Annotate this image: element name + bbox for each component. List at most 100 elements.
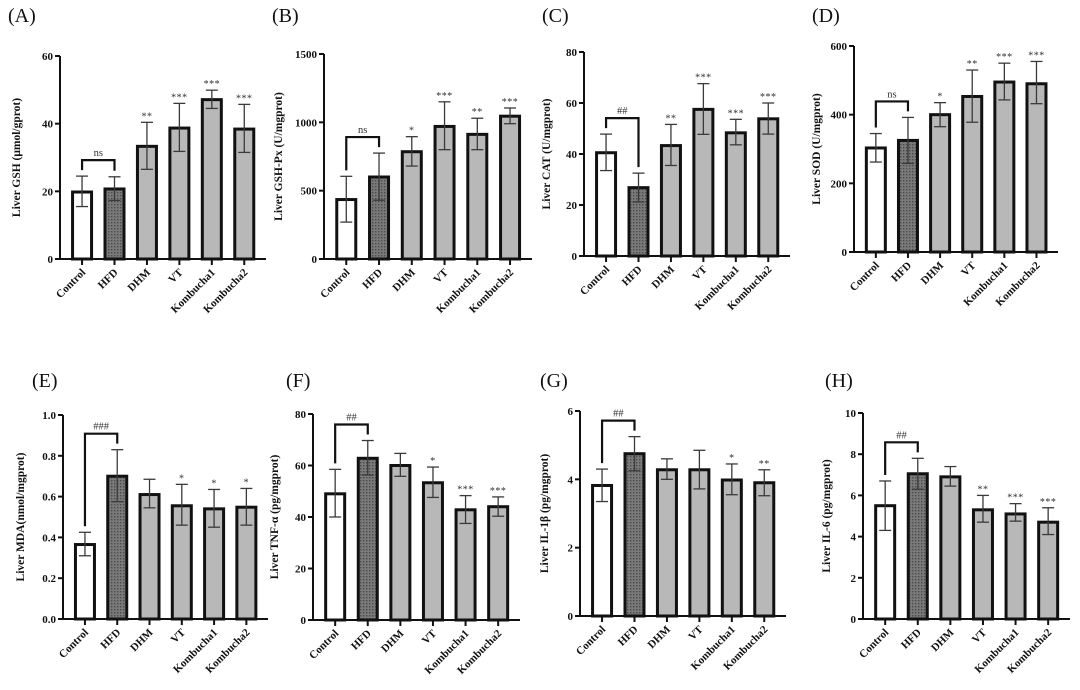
bar-dhm xyxy=(389,464,412,622)
y-axis-label: Liver CAT (U/mgprot) xyxy=(541,98,553,209)
x-tick-label: Control xyxy=(578,264,612,298)
comparison-bracket xyxy=(80,159,116,171)
significance-marker: *** xyxy=(502,97,519,108)
chart-panel-g: (G) Liver IL-1β (pg/mgprot) 0 2 4 6 Control HFD… xyxy=(539,370,786,673)
x-tick-label: Control xyxy=(307,628,341,662)
bar-dhm xyxy=(400,150,423,261)
y-tick-label: 1000 xyxy=(295,117,318,129)
y-axis-label: Liver TNF-α (pg/mgprot) xyxy=(269,455,281,580)
y-tick-label: 20 xyxy=(42,186,54,198)
panel-label: (F) xyxy=(286,370,310,392)
bracket-label: ns xyxy=(358,125,367,136)
chart-panel-f: (F) Liver TNF-α (pg/mgprot) 0 20 40 60 80 Contr… xyxy=(269,370,520,677)
significance-marker: * xyxy=(729,453,735,464)
bar-control xyxy=(864,146,887,254)
y-tick-label: 0.6 xyxy=(42,492,56,504)
y-tick-label: 60 xyxy=(42,51,54,63)
bar-kombucha1 xyxy=(993,80,1016,254)
x-tick-label: HFD xyxy=(98,627,123,652)
y-tick-label: 10 xyxy=(845,408,857,420)
panel-label: (G) xyxy=(540,370,568,392)
x-tick-label: Control xyxy=(57,627,91,661)
y-tick-label: 40 xyxy=(566,149,578,161)
y-tick-label: 400 xyxy=(831,110,848,122)
x-tick-label: VT xyxy=(959,259,979,279)
y-tick-label: 4 xyxy=(851,532,857,544)
x-tick-label: VT xyxy=(970,626,990,646)
y-tick-label: 0.4 xyxy=(42,532,56,544)
x-tick-label: HFD xyxy=(360,267,385,292)
bracket-label: ## xyxy=(617,106,628,117)
significance-marker: * xyxy=(409,126,415,137)
y-tick-label: 600 xyxy=(831,41,848,53)
significance-marker: *** xyxy=(996,52,1013,63)
y-tick-label: 4 xyxy=(568,474,574,486)
chart-panel-h: (H) Liver IL-6 (pg/mgprot) 0 2 4 6 8 10 Control H… xyxy=(821,370,1070,676)
x-tick-label: DHM xyxy=(126,266,154,294)
panel-label: (A) xyxy=(8,5,36,27)
x-tick-label: VT xyxy=(690,263,710,283)
x-tick-label: Control xyxy=(574,624,608,658)
x-tick-label: DHM xyxy=(646,623,674,651)
significance-marker: * xyxy=(244,477,250,488)
bar-dhm xyxy=(939,475,962,621)
y-tick-label: 2 xyxy=(568,543,574,555)
significance-marker: * xyxy=(179,473,185,484)
significance-marker: *** xyxy=(760,92,777,103)
panel-label: (E) xyxy=(32,370,58,392)
y-tick-label: 0 xyxy=(842,247,848,259)
significance-marker: *** xyxy=(490,486,507,497)
x-tick-label: VT xyxy=(169,626,189,646)
y-tick-label: 40 xyxy=(42,119,54,131)
y-axis-label: Liver GSH (μmol/gprot) xyxy=(11,98,23,217)
significance-marker: *** xyxy=(1028,50,1045,61)
significance-marker: *** xyxy=(728,108,745,119)
y-tick-label: 40 xyxy=(295,512,307,524)
x-tick-label: Control xyxy=(857,627,891,661)
bracket-label: ### xyxy=(93,422,110,433)
significance-marker: * xyxy=(937,92,943,103)
y-tick-label: 1.0 xyxy=(42,410,56,422)
y-tick-label: 20 xyxy=(566,200,578,212)
y-axis-label: Liver GSH-Px (U/mgprot) xyxy=(273,92,285,221)
bracket-label: ## xyxy=(613,409,624,420)
x-tick-label: DHM xyxy=(929,626,957,654)
comparison-bracket xyxy=(83,432,119,527)
x-tick-label: DHM xyxy=(390,266,418,294)
bar-kombucha1 xyxy=(454,508,477,622)
y-tick-label: 0 xyxy=(568,611,574,623)
significance-marker: *** xyxy=(457,485,474,496)
x-tick-label: DHM xyxy=(919,259,947,287)
bracket-label: ns xyxy=(887,89,896,100)
y-tick-label: 500 xyxy=(301,186,318,198)
bar-dhm xyxy=(138,493,161,621)
significance-marker: *** xyxy=(204,79,221,90)
panel-label: (B) xyxy=(272,5,299,27)
significance-marker: *** xyxy=(1007,493,1024,504)
x-tick-label: Control xyxy=(848,260,882,294)
y-tick-label: 0 xyxy=(312,254,318,266)
y-tick-label: 80 xyxy=(295,409,307,421)
bar-vt xyxy=(421,481,444,622)
bracket-label: ns xyxy=(94,148,103,159)
significance-marker: * xyxy=(211,478,217,489)
y-tick-label: 80 xyxy=(566,47,578,59)
y-tick-label: 6 xyxy=(568,406,574,418)
significance-marker: ** xyxy=(665,113,676,124)
x-tick-label: VT xyxy=(420,627,440,647)
y-tick-label: 0 xyxy=(301,615,307,627)
bar-vt xyxy=(971,508,994,621)
comparison-bracket xyxy=(600,419,636,464)
panel-label: (H) xyxy=(825,370,853,392)
significance-marker: *** xyxy=(1040,497,1057,508)
bar-kombucha2 xyxy=(757,117,780,258)
y-tick-label: 20 xyxy=(295,564,307,576)
y-tick-label: 60 xyxy=(295,461,307,473)
y-tick-label: 0.0 xyxy=(42,614,56,626)
x-tick-label: DHM xyxy=(379,627,407,655)
bar-kombucha1 xyxy=(466,132,489,261)
chart-panel-b: (B) Liver GSH-Px (U/mgprot) 0 500 1000 1500 Co… xyxy=(272,5,532,316)
x-tick-label: HFD xyxy=(620,264,645,289)
y-tick-label: 0.2 xyxy=(42,573,56,585)
chart-panel-e: (E) Liver MDA(nmol/mgprot) 0.0 0.2 0.4 0.6 0.8… xyxy=(15,370,268,676)
